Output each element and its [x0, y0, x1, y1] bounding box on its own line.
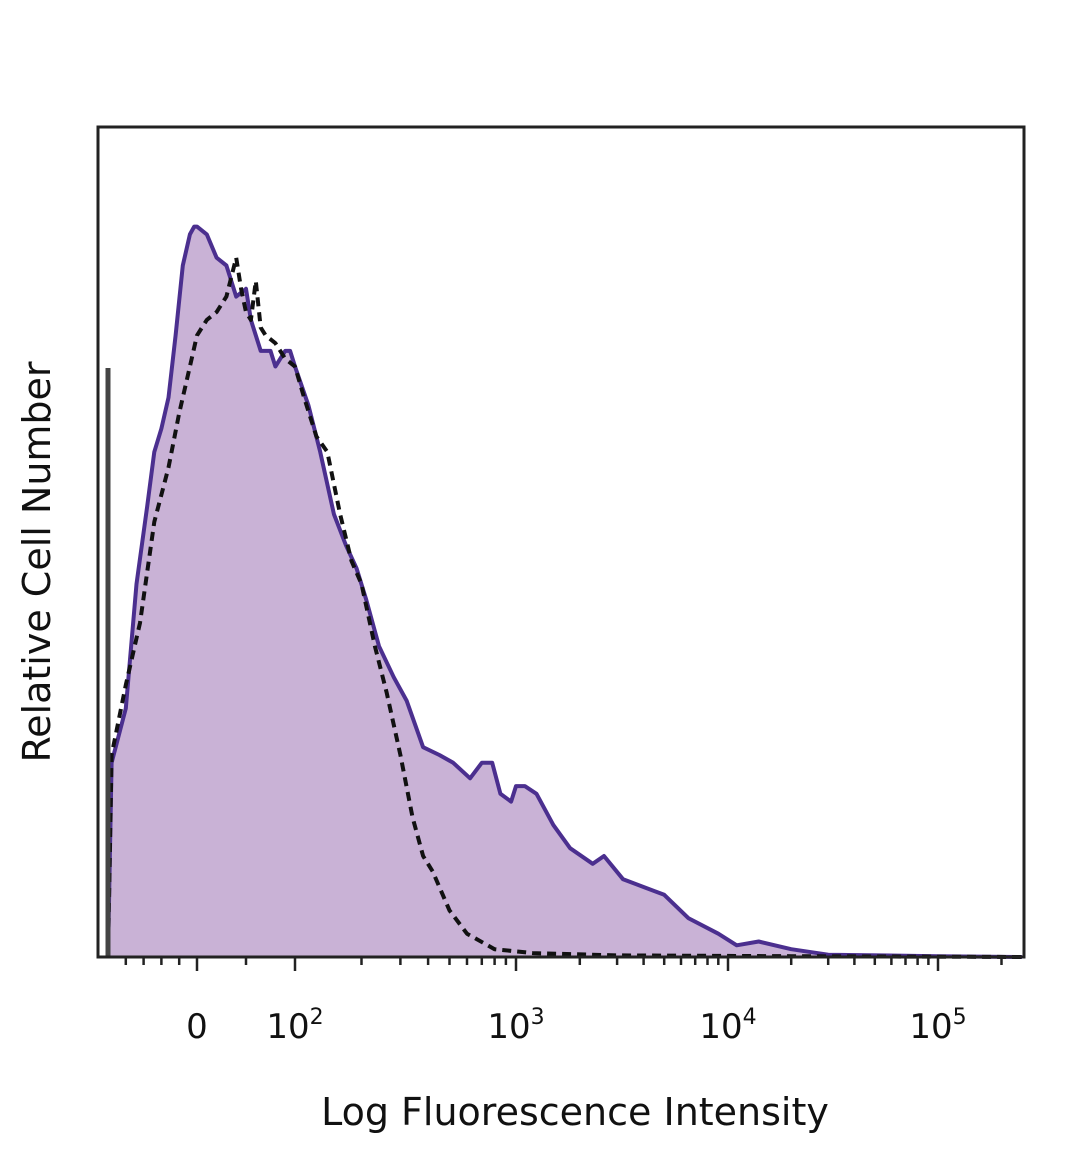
x-tick-label: 104	[699, 1005, 756, 1047]
y-axis-label: Relative Cell Number	[15, 361, 59, 762]
x-tick-label: 103	[487, 1005, 544, 1047]
series-0-line	[106, 224, 1023, 959]
x-axis-ticks: 0 102 103 104 105	[124, 957, 1003, 1047]
plot-frame	[96, 125, 1026, 959]
series-1-dashed-line	[106, 255, 1023, 959]
series-layer	[105, 224, 1023, 959]
x-axis-label: Log Fluorescence Intensity	[321, 1090, 829, 1134]
x-tick-label: 0	[186, 1007, 208, 1047]
series-0-fill	[108, 226, 1022, 958]
x-tick-label: 105	[909, 1005, 966, 1047]
x-tick-label: 102	[266, 1005, 323, 1047]
